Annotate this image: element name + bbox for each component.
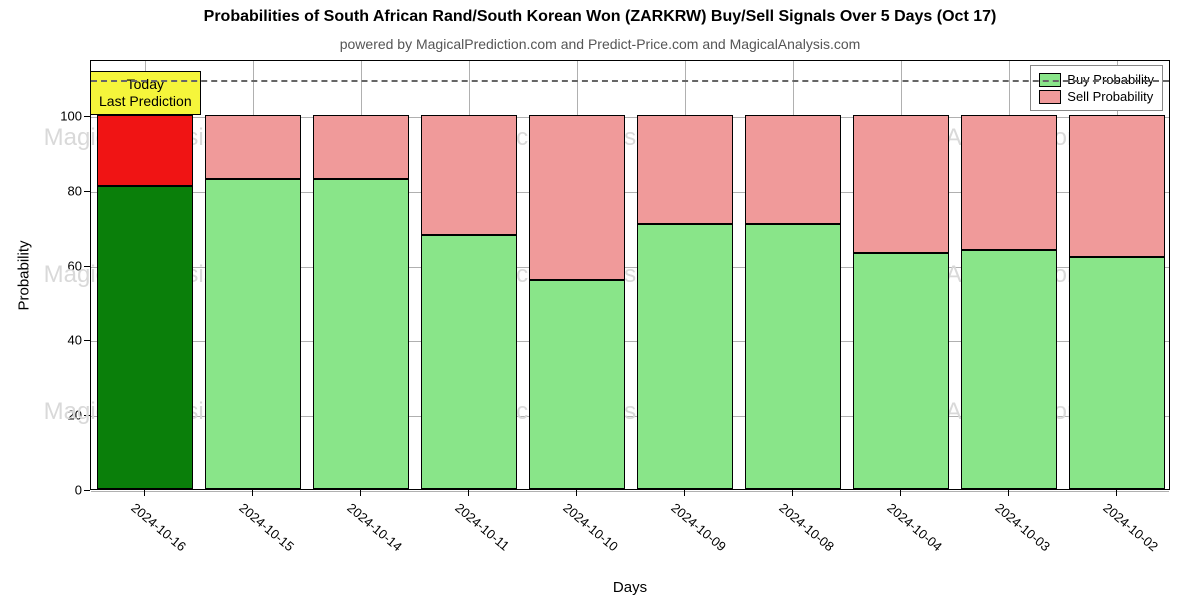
gridline-horizontal (91, 416, 1169, 417)
x-axis-ticks: 2024-10-16 2024-10-15 2024-10-14 2024-10-11… (90, 490, 1170, 570)
x-tick-label: 2024-10-14 (344, 500, 405, 554)
gridline-horizontal (91, 267, 1169, 268)
x-tick-label: 2024-10-03 (992, 500, 1053, 554)
x-tick-label: 2024-10-04 (884, 500, 945, 554)
gridline-vertical (793, 61, 794, 489)
gridline-vertical (1117, 61, 1118, 489)
y-tick-label: 0 (75, 483, 82, 498)
x-tick-label: 2024-10-11 (452, 500, 512, 554)
gridline-vertical (901, 61, 902, 489)
y-tick-label: 60 (68, 258, 82, 273)
x-tick-mark (684, 490, 685, 496)
watermark-text: MagicalAnalysis.com (863, 124, 1087, 152)
gridline-vertical (145, 61, 146, 489)
plot-area: MagicalAnalysis.com MagicalAnalysis.com Ma… (90, 60, 1170, 490)
x-tick-mark (576, 490, 577, 496)
legend: Buy ProbabilitySell Probability (1030, 65, 1163, 111)
annotation-line: Last Prediction (99, 93, 192, 110)
x-tick-label: 2024-10-16 (128, 500, 189, 554)
y-tick-label: 20 (68, 408, 82, 423)
y-tick-label: 100 (60, 109, 82, 124)
annotation-line: Today (99, 76, 192, 93)
gridline-vertical (577, 61, 578, 489)
x-tick-mark (360, 490, 361, 496)
gridline-horizontal (91, 117, 1169, 118)
gridline-vertical (253, 61, 254, 489)
chart-container: Probabilities of South African Rand/Sout… (0, 0, 1200, 600)
x-tick-label: 2024-10-09 (668, 500, 729, 554)
gridline-horizontal (91, 341, 1169, 342)
gridline-vertical (1009, 61, 1010, 489)
today-annotation: TodayLast Prediction (90, 71, 201, 115)
watermark-text: MagicalAnalysis.com (863, 398, 1087, 426)
legend-swatch (1039, 90, 1061, 104)
gridline-horizontal (91, 192, 1169, 193)
y-axis-ticks: 020406080100 (0, 60, 90, 490)
legend-label: Sell Probability (1067, 89, 1153, 104)
chart-subtitle: powered by MagicalPrediction.com and Pre… (0, 36, 1200, 52)
x-tick-label: 2024-10-15 (236, 500, 297, 554)
x-tick-mark (900, 490, 901, 496)
legend-item: Sell Probability (1039, 88, 1154, 105)
y-tick-label: 40 (68, 333, 82, 348)
x-tick-label: 2024-10-08 (776, 500, 837, 554)
x-tick-mark (468, 490, 469, 496)
x-tick-mark (1116, 490, 1117, 496)
reference-line (91, 80, 1169, 82)
watermark-text: MagicalAnalysis.com (863, 261, 1087, 289)
x-tick-mark (792, 490, 793, 496)
y-tick-label: 80 (68, 183, 82, 198)
chart-title: Probabilities of South African Rand/Sout… (0, 8, 1200, 26)
x-tick-mark (1008, 490, 1009, 496)
gridline-vertical (685, 61, 686, 489)
gridline-vertical (469, 61, 470, 489)
gridline-vertical (361, 61, 362, 489)
x-tick-mark (252, 490, 253, 496)
x-tick-label: 2024-10-10 (560, 500, 621, 554)
x-tick-label: 2024-10-02 (1100, 500, 1161, 554)
x-axis-label: Days (90, 579, 1170, 596)
x-tick-mark (144, 490, 145, 496)
